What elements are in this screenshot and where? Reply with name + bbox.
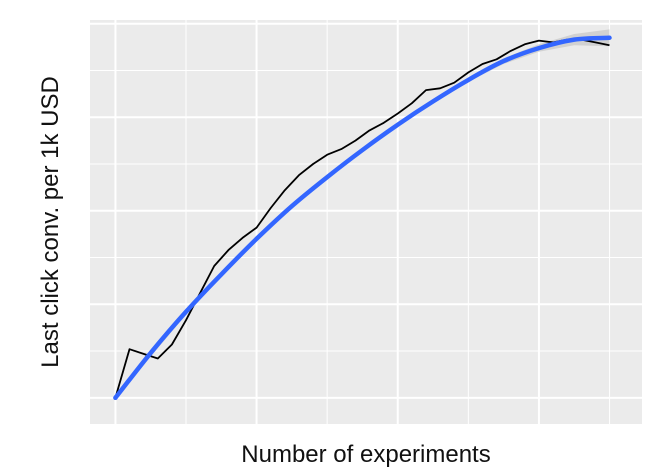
y-axis-title: Last click conv. per 1k USD [37,76,64,368]
grid-lines [90,20,642,424]
smooth-trend-line [113,35,612,401]
plot-panel [90,20,642,424]
x-axis-title: Number of experiments [241,441,490,468]
